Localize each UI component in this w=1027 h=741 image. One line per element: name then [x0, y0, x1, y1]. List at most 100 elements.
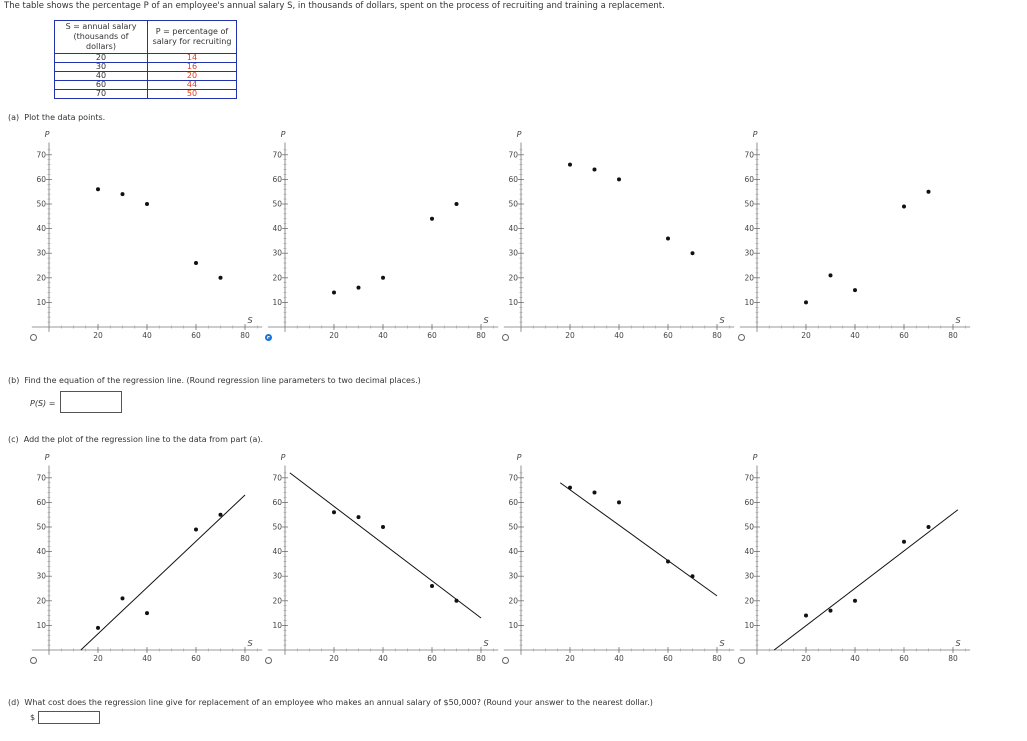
y-tick-label: 10: [272, 298, 282, 307]
y-tick-label: 50: [508, 200, 518, 209]
x-tick-label: 60: [663, 331, 673, 340]
part-a-prompt: (a) Plot the data points.: [8, 113, 106, 122]
data-point: [926, 525, 931, 529]
y-tick-label: 60: [272, 498, 282, 507]
y-tick-label: 20: [272, 273, 282, 282]
x-tick-label: 20: [801, 654, 811, 663]
y-tick-label: 10: [508, 621, 518, 630]
y-tick-label: 60: [744, 498, 754, 507]
regression-equation-input[interactable]: [60, 391, 122, 413]
graph-c-option-4: 20 40 60 80 10 20 30 40 50 60 70 P S: [739, 453, 971, 663]
x-tick-label: 40: [614, 331, 624, 340]
x-tick-label: 80: [712, 654, 722, 663]
data-point: [454, 598, 459, 603]
y-tick-label: 70: [508, 473, 518, 482]
part-d-prompt: (d) What cost does the regression line g…: [8, 698, 653, 707]
data-point: [592, 490, 597, 495]
x-tick-label: 60: [191, 654, 201, 663]
radio-a-2[interactable]: [265, 334, 272, 341]
data-point: [853, 288, 857, 293]
graph-a-option-2: 20 40 60 80 10 20 30 40 50 60 70 P S: [267, 130, 499, 340]
graph-a-option-4: 20 40 60 80 10 20 30 40 50 60 70 P S: [739, 130, 971, 340]
data-point: [828, 273, 833, 278]
y-tick-label: 70: [744, 473, 754, 482]
radio-c-3[interactable]: [502, 657, 509, 664]
graph-c-option-3: 20 40 60 80 10 20 30 40 50 60 70 P S: [503, 453, 735, 663]
table-row: 60 44: [54, 80, 237, 90]
radio-c-2[interactable]: [265, 657, 272, 664]
y-axis-label: P: [45, 453, 50, 462]
data-point: [430, 584, 434, 589]
y-tick-label: 20: [508, 273, 518, 282]
radio-a-3[interactable]: [502, 334, 509, 341]
y-tick-label: 30: [36, 249, 46, 258]
x-axis-label: S: [719, 639, 724, 648]
x-axis-label: S: [719, 316, 724, 325]
x-tick-label: 80: [948, 654, 958, 663]
y-tick-label: 50: [36, 200, 46, 209]
y-axis-label: P: [517, 130, 522, 139]
data-point: [356, 515, 361, 520]
y-tick-label: 70: [36, 150, 46, 159]
y-tick-label: 70: [744, 150, 754, 159]
data-point: [926, 189, 931, 194]
y-tick-label: 30: [744, 572, 754, 581]
radio-c-1[interactable]: [30, 657, 37, 664]
regression-line: [80, 494, 246, 651]
radio-c-4[interactable]: [738, 657, 745, 664]
y-tick-label: 70: [508, 150, 518, 159]
x-tick-label: 20: [93, 654, 103, 663]
x-tick-label: 40: [378, 331, 388, 340]
data-point: [902, 204, 906, 209]
x-tick-label: 20: [565, 331, 575, 340]
table-row: 40 20: [54, 71, 237, 81]
table-row: 20 14: [54, 53, 237, 63]
y-axis-label: P: [45, 130, 50, 139]
part-b-prompt: (b) Find the equation of the regression …: [8, 376, 421, 385]
y-tick-label: 60: [508, 175, 518, 184]
y-tick-label: 30: [272, 249, 282, 258]
y-tick-label: 60: [272, 175, 282, 184]
y-tick-label: 30: [36, 572, 46, 581]
x-tick-label: 60: [427, 331, 437, 340]
y-tick-label: 40: [36, 224, 46, 233]
x-tick-label: 20: [329, 654, 339, 663]
data-point: [853, 598, 857, 603]
y-tick-label: 30: [508, 249, 518, 258]
y-tick-label: 60: [744, 175, 754, 184]
data-point: [145, 611, 149, 616]
x-axis-label: S: [247, 639, 252, 648]
y-tick-label: 40: [508, 547, 518, 556]
regression-line: [773, 509, 959, 651]
data-point: [828, 608, 833, 613]
radio-a-4[interactable]: [738, 334, 745, 341]
data-point: [332, 510, 336, 515]
y-tick-label: 30: [272, 572, 282, 581]
x-axis-label: S: [483, 316, 488, 325]
data-point: [194, 527, 198, 532]
x-tick-label: 40: [850, 654, 860, 663]
y-tick-label: 70: [272, 150, 282, 159]
currency-symbol: $: [30, 713, 36, 722]
x-tick-label: 40: [378, 654, 388, 663]
y-axis-label: P: [281, 453, 286, 462]
radio-a-1[interactable]: [30, 334, 37, 341]
cost-answer-input[interactable]: [38, 711, 100, 724]
y-axis-label: P: [753, 130, 758, 139]
data-point: [690, 251, 695, 256]
data-point: [381, 525, 385, 529]
graph-a-option-3: 20 40 60 80 10 20 30 40 50 60 70 P S: [503, 130, 735, 340]
x-tick-label: 80: [712, 331, 722, 340]
y-tick-label: 50: [272, 200, 282, 209]
x-axis-label: S: [247, 316, 252, 325]
y-axis-label: P: [517, 453, 522, 462]
x-axis-label: S: [483, 639, 488, 648]
x-tick-label: 80: [240, 654, 250, 663]
y-tick-label: 70: [272, 473, 282, 482]
y-tick-label: 70: [36, 473, 46, 482]
data-point: [194, 261, 198, 266]
x-tick-label: 40: [142, 331, 152, 340]
x-tick-label: 80: [476, 654, 486, 663]
x-tick-label: 40: [142, 654, 152, 663]
x-tick-label: 60: [899, 331, 909, 340]
